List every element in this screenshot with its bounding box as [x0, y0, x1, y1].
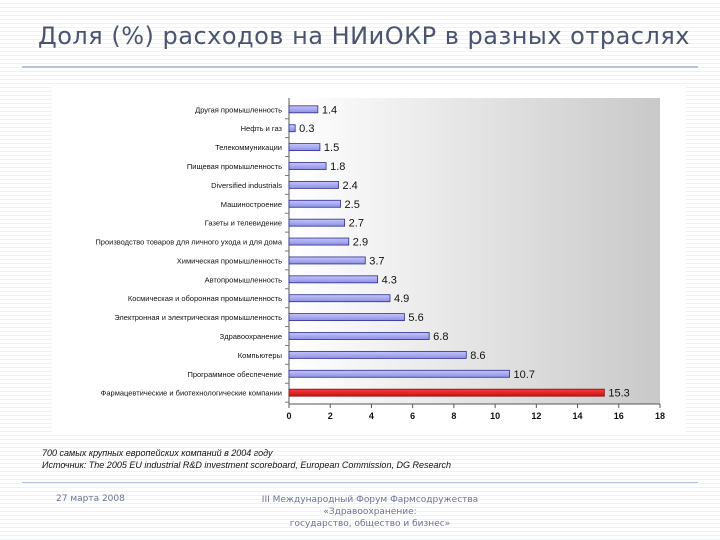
bar — [288, 369, 510, 378]
value-label: 8.6 — [470, 350, 485, 362]
x-tick-label: 12 — [531, 411, 541, 421]
category-label: Пищевая промышленность — [187, 162, 282, 171]
value-label: 5.6 — [408, 312, 423, 324]
value-label: 2.5 — [345, 199, 360, 211]
chart-panel: Другая промышленность 1.4 Нефть и газ 0.3 Те… — [52, 86, 686, 432]
category-label: Машиностроение — [221, 200, 282, 209]
footer-date: 27 марта 2008 — [56, 494, 125, 504]
category-label: Телекоммуникации — [215, 143, 282, 152]
x-tick-label: 10 — [490, 411, 500, 421]
bar — [288, 256, 366, 265]
x-tick-label: 8 — [451, 411, 456, 421]
bar — [288, 180, 339, 189]
category-label: Здравоохранение — [220, 332, 282, 341]
bar — [288, 124, 296, 133]
category-label: Производство товаров для личного ухода и… — [95, 238, 282, 247]
bar — [288, 199, 341, 208]
category-label: Фармацевтические и биотехнологические ко… — [101, 389, 282, 398]
x-tick-label: 18 — [655, 411, 665, 421]
bar — [288, 332, 430, 340]
bar — [288, 313, 405, 322]
bar — [288, 294, 391, 303]
bar — [288, 350, 467, 359]
category-label: Программное обеспечение — [187, 370, 282, 379]
value-label: 4.3 — [382, 274, 397, 286]
category-label: Газеты и телевидение — [205, 219, 282, 228]
x-tick-label: 6 — [410, 411, 415, 421]
x-tick-label: 0 — [286, 411, 291, 421]
value-label: 10.7 — [514, 369, 535, 381]
x-tick-label: 2 — [328, 411, 333, 421]
x-tick-label: 4 — [369, 411, 374, 421]
bar — [288, 218, 346, 227]
bar — [288, 105, 319, 114]
footer-forum-line-1: III Международный Форум Фармсодружества — [261, 495, 479, 505]
footer-forum-line-3: государство, общество и бизнес» — [289, 519, 451, 529]
footer-divider — [22, 482, 698, 483]
chart-source: Источник: The 2005 EU industrial R&D inv… — [42, 460, 451, 470]
category-label: Другая промышленность — [195, 105, 282, 114]
category-label: Нефть и газ — [241, 124, 283, 133]
value-label: 2.9 — [353, 237, 368, 249]
bar — [288, 275, 379, 284]
value-label: 2.7 — [349, 218, 364, 230]
value-label: 3.7 — [369, 255, 384, 267]
x-tick-label: 14 — [573, 411, 583, 421]
value-label: 2.4 — [342, 180, 357, 192]
bar — [288, 143, 321, 152]
value-label: 4.9 — [394, 293, 409, 305]
chart-note: 700 самых крупных европейских компаний в… — [42, 448, 273, 458]
category-label: Компьютеры — [238, 351, 282, 360]
bar-highlight — [288, 388, 605, 397]
value-label: 6.8 — [433, 331, 448, 343]
bar — [288, 162, 327, 170]
value-label: 1.5 — [324, 142, 339, 154]
slide-title: Доля (%) расходов на НИиОКР в разных отр… — [38, 22, 690, 50]
value-label: 1.8 — [330, 161, 345, 173]
value-label: 0.3 — [299, 123, 314, 135]
category-label: Космическая и оборонная промышленность — [128, 294, 282, 303]
category-label: Электронная и электрическая промышленнос… — [114, 313, 282, 322]
value-label: 15.3 — [608, 388, 629, 400]
footer-forum: III Международный Форум Фармсодружества … — [230, 494, 510, 530]
bar — [288, 237, 350, 246]
category-label: Химическая промышленность — [177, 256, 282, 265]
title-divider — [22, 66, 698, 68]
value-label: 1.4 — [322, 104, 337, 116]
category-label: Автопромышленность — [205, 275, 282, 284]
footer-forum-line-2: «Здравоохранение: — [323, 507, 417, 517]
x-tick-label: 16 — [614, 411, 624, 421]
category-label: Diversified industrials — [211, 181, 282, 190]
bar-chart: Другая промышленность 1.4 Нефть и газ 0.3 Те… — [95, 98, 665, 421]
